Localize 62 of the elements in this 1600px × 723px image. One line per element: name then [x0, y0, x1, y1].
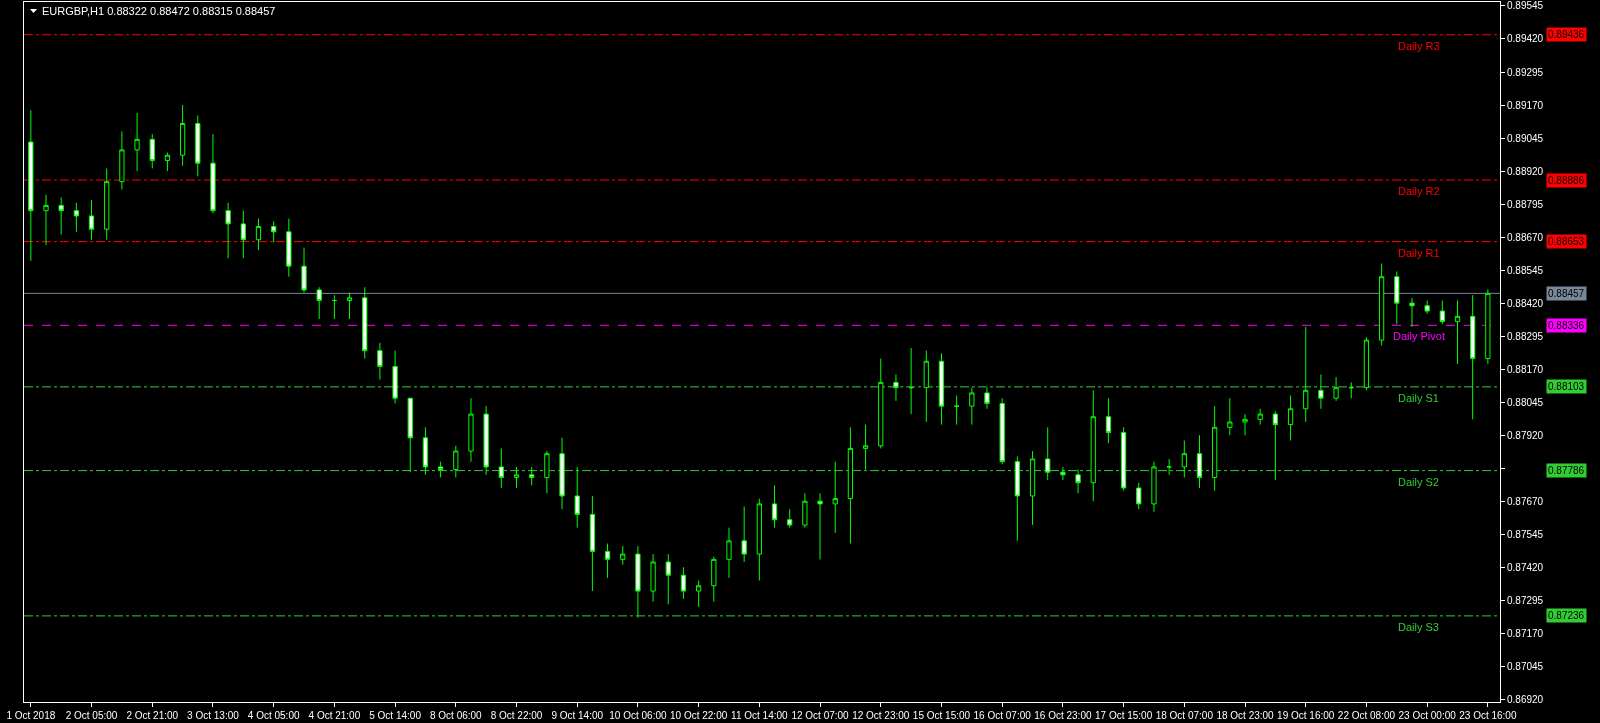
y-tick-label: 0.89045: [1507, 132, 1544, 144]
y-tick-label: 0.89545: [1507, 0, 1544, 12]
x-tick-label: 2 Oct 21:00: [126, 710, 179, 721]
text: 0.87786: [1548, 465, 1585, 476]
y-tick-label: 0.88920: [1507, 165, 1544, 177]
y-tick-label: 0.89295: [1507, 66, 1544, 78]
y-tick-label: 0.86920: [1507, 693, 1544, 705]
y-tick-label: 0.87545: [1507, 528, 1544, 540]
ref-line-label: Daily S3: [1398, 621, 1439, 633]
y-tick-label: 0.87295: [1507, 594, 1544, 606]
text: 0.89436: [1548, 29, 1585, 40]
y-tick-label: 0.87170: [1507, 627, 1544, 639]
x-tick-label: 18 Oct 07:00: [1155, 710, 1214, 721]
text: 0.87236: [1548, 610, 1585, 621]
y-tick-label: 0.89170: [1507, 99, 1544, 111]
text: 0.88336: [1548, 320, 1585, 331]
x-tick-label: 2 Oct 05:00: [65, 710, 118, 721]
x-tick-label: 5 Oct 14:00: [369, 710, 422, 721]
x-tick-label: 11 Oct 14:00: [731, 710, 789, 721]
y-tick-label: 0.88295: [1507, 330, 1544, 342]
x-tick-label: 10 Oct 22:00: [670, 710, 728, 721]
y-tick-label: 0.89420: [1507, 33, 1544, 45]
y-tick-label: 0.88545: [1507, 264, 1544, 276]
x-tick-label: 3 Oct 13:00: [187, 710, 240, 721]
x-tick-label: 23 Oct 00:00: [1398, 710, 1457, 721]
ref-line-label: Daily S2: [1398, 476, 1439, 488]
y-tick-label: 0.88795: [1507, 198, 1544, 210]
x-tick-label: 12 Oct 07:00: [791, 710, 850, 721]
y-tick-label: 0.87420: [1507, 561, 1544, 573]
x-tick-label: 1 Oct 2018: [6, 710, 56, 721]
x-tick-label: 16 Oct 23:00: [1034, 710, 1092, 721]
y-tick-label: 0.88045: [1507, 396, 1544, 408]
ref-line-label: Daily R2: [1398, 185, 1440, 197]
ref-line-label: Daily R3: [1398, 40, 1440, 52]
y-tick-label: 0.88420: [1507, 297, 1544, 309]
x-tick-label: 17 Oct 15:00: [1094, 710, 1153, 721]
x-tick-label: 4 Oct 21:00: [308, 710, 361, 721]
text: 0.88886: [1548, 175, 1585, 186]
x-tick-label: 12 Oct 23:00: [852, 710, 910, 721]
chart-title: EURGBP,H1 0.88322 0.88472 0.88315 0.88457: [42, 4, 276, 17]
ref-line-label: Daily R1: [1398, 247, 1440, 259]
text: 0.88103: [1548, 381, 1585, 392]
y-tick-label: 0.87670: [1507, 495, 1544, 507]
text: 0.88457: [1548, 288, 1585, 299]
x-tick-label: 18 Oct 23:00: [1216, 710, 1275, 721]
x-tick-label: 8 Oct 06:00: [429, 710, 483, 721]
y-tick-label: 0.88670: [1507, 231, 1544, 243]
y-tick-label: 0.88170: [1507, 363, 1544, 375]
ref-line-label: Daily S1: [1398, 392, 1439, 404]
x-tick-label: 23 Oct 16:00: [1459, 710, 1517, 721]
x-tick-label: 10 Oct 06:00: [609, 710, 667, 721]
x-tick-label: 8 Oct 22:00: [490, 710, 543, 721]
x-tick-label: 15 Oct 15:00: [912, 710, 971, 721]
y-tick-label: 0.87920: [1507, 429, 1544, 441]
x-tick-label: 22 Oct 08:00: [1337, 710, 1396, 721]
text: 0.88653: [1548, 236, 1585, 247]
x-tick-label: 4 Oct 05:00: [247, 710, 300, 721]
x-tick-label: 9 Oct 14:00: [551, 710, 604, 721]
x-tick-label: 19 Oct 16:00: [1277, 710, 1335, 721]
y-tick-label: 0.87045: [1507, 660, 1544, 672]
x-tick-label: 16 Oct 07:00: [973, 710, 1032, 721]
ref-line-label: Daily Pivot: [1393, 330, 1445, 342]
